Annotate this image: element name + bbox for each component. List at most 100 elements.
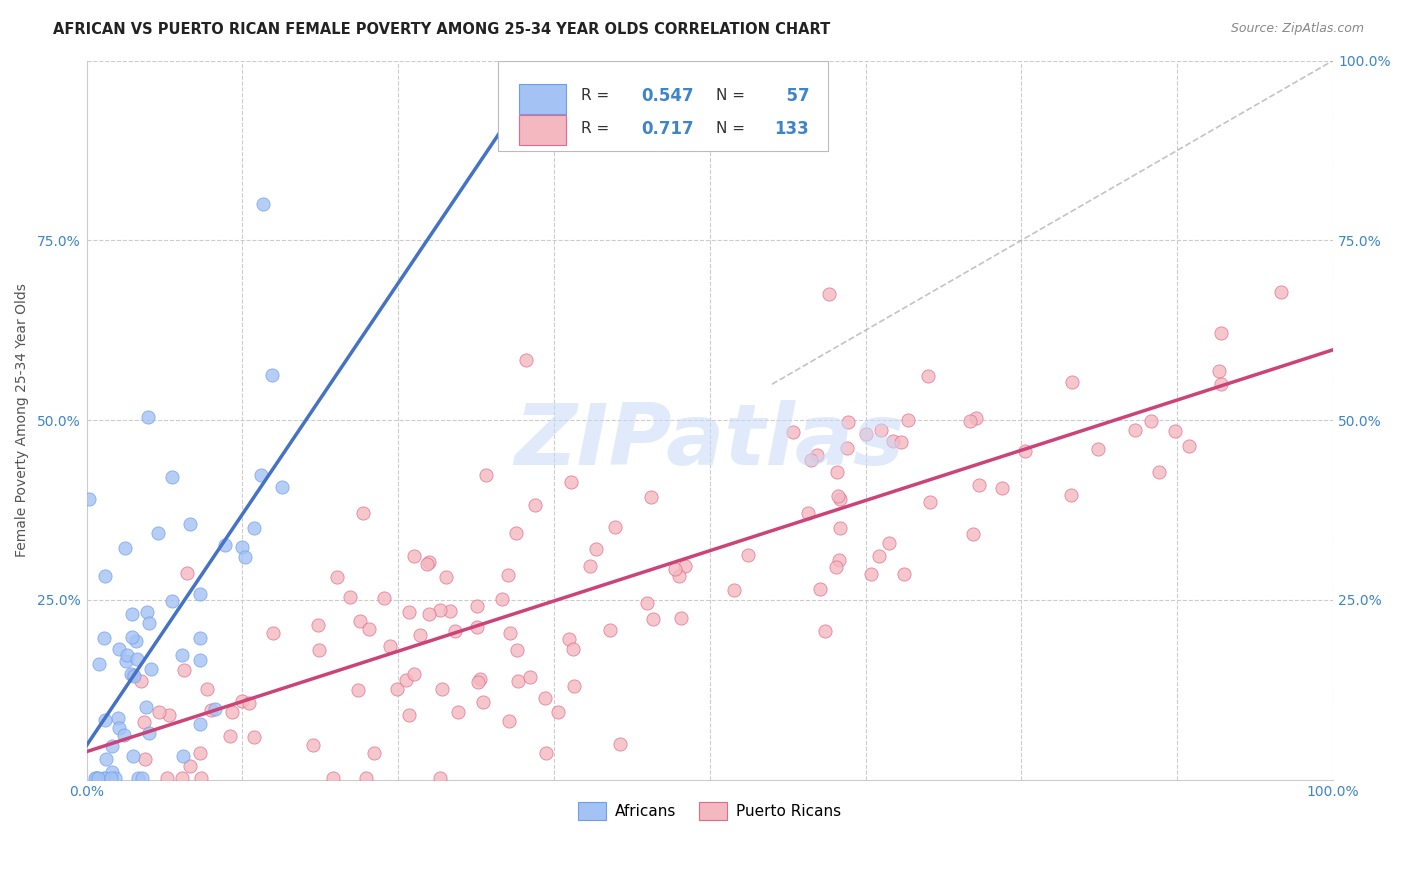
Point	[131, 674, 153, 689]
Point	[818, 287, 841, 301]
Point	[599, 623, 621, 637]
Point	[523, 498, 546, 512]
Point	[505, 526, 527, 541]
Point	[378, 640, 401, 654]
Point	[250, 467, 273, 482]
Point	[491, 592, 513, 607]
Bar	[519, 115, 567, 145]
Text: 133: 133	[775, 120, 810, 137]
Point	[585, 541, 607, 556]
Point	[508, 674, 530, 689]
Point	[1014, 444, 1036, 458]
Point	[498, 714, 520, 728]
Legend: Africans, Puerto Ricans: Africans, Puerto Ricans	[572, 796, 848, 826]
Point	[107, 711, 129, 725]
Text: R =: R =	[581, 121, 614, 136]
Point	[138, 726, 160, 740]
Point	[897, 413, 920, 427]
Point	[188, 587, 211, 601]
Text: Source: ZipAtlas.com: Source: ZipAtlas.com	[1230, 22, 1364, 36]
Point	[825, 465, 848, 479]
Point	[101, 739, 124, 753]
Point	[814, 624, 837, 639]
Point	[157, 707, 180, 722]
Text: 57: 57	[775, 87, 810, 104]
Point	[434, 570, 457, 584]
Point	[115, 648, 138, 663]
Point	[385, 682, 408, 697]
Point	[77, 492, 100, 507]
Point	[353, 506, 375, 520]
Point	[172, 749, 194, 764]
Point	[877, 536, 900, 550]
Point	[465, 599, 488, 613]
Point	[855, 427, 877, 442]
Point	[967, 477, 990, 491]
Point	[603, 520, 626, 534]
Point	[170, 771, 193, 785]
Point	[138, 615, 160, 630]
Point	[515, 353, 537, 368]
Point	[214, 538, 236, 552]
Point	[302, 738, 325, 752]
Point	[498, 568, 520, 582]
Point	[467, 620, 489, 634]
Point	[188, 717, 211, 731]
Point	[723, 583, 745, 598]
Point	[429, 603, 451, 617]
Point	[828, 492, 851, 507]
Point	[148, 705, 170, 719]
Point	[139, 662, 162, 676]
Point	[860, 567, 883, 582]
Point	[134, 752, 156, 766]
Point	[825, 560, 848, 574]
Point	[1164, 425, 1187, 439]
Point	[1209, 326, 1232, 340]
Text: ZIPatlas: ZIPatlas	[515, 401, 905, 483]
Point	[179, 759, 201, 773]
Point	[432, 682, 454, 697]
Point	[146, 525, 169, 540]
Point	[359, 622, 381, 636]
Point	[475, 467, 498, 482]
Point	[122, 668, 145, 682]
Point	[188, 746, 211, 760]
Point	[959, 414, 981, 428]
Point	[125, 633, 148, 648]
Point	[179, 516, 201, 531]
Point	[673, 559, 696, 574]
Point	[94, 713, 117, 727]
Point	[806, 448, 828, 462]
Point	[1123, 423, 1146, 437]
Point	[562, 642, 585, 657]
Point	[104, 771, 127, 785]
Point	[890, 434, 912, 449]
Point	[990, 482, 1012, 496]
Point	[270, 481, 292, 495]
Point	[664, 562, 686, 576]
Point	[835, 441, 858, 455]
Point	[447, 705, 470, 719]
Point	[112, 728, 135, 742]
Point	[238, 696, 260, 710]
Point	[443, 624, 465, 638]
Point	[83, 771, 105, 785]
Point	[107, 722, 129, 736]
Point	[418, 555, 440, 569]
Y-axis label: Female Poverty Among 25-34 Year Olds: Female Poverty Among 25-34 Year Olds	[15, 283, 30, 558]
Point	[782, 425, 804, 440]
Point	[1140, 414, 1163, 428]
Point	[242, 521, 264, 535]
Point	[1062, 375, 1084, 389]
Point	[125, 652, 148, 666]
Text: AFRICAN VS PUERTO RICAN FEMALE POVERTY AMONG 25-34 YEAR OLDS CORRELATION CHART: AFRICAN VS PUERTO RICAN FEMALE POVERTY A…	[53, 22, 831, 37]
Point	[558, 632, 581, 647]
Bar	[519, 84, 567, 114]
Point	[640, 490, 662, 504]
Point	[534, 690, 557, 705]
Point	[418, 607, 440, 622]
Point	[200, 703, 222, 717]
Point	[1060, 488, 1083, 502]
Point	[176, 566, 198, 581]
Point	[882, 434, 904, 449]
